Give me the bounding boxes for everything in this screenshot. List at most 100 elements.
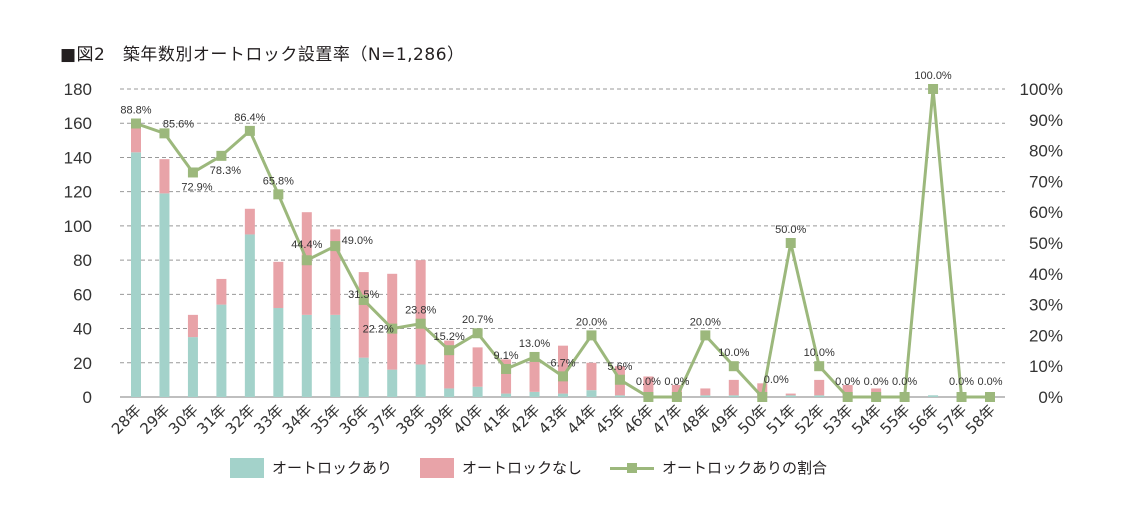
bar-with-lock	[501, 393, 512, 397]
x-tick-label: 46年	[620, 401, 657, 438]
legend-swatch-without-lock	[420, 457, 455, 478]
legend-label-ratio: オートロックありの割合	[662, 459, 828, 477]
ratio-data-label: 0.0%	[835, 376, 860, 388]
ratio-marker	[529, 351, 540, 362]
ratio-data-label: 31.5%	[348, 289, 379, 301]
ratio-marker	[586, 330, 597, 341]
bar-without-lock	[358, 272, 369, 358]
x-tick-label: 49年	[706, 401, 743, 438]
ratio-marker	[614, 374, 625, 385]
bar-without-lock	[558, 345, 568, 394]
ratio-data-label: 20.0%	[576, 316, 607, 328]
ratio-data-label: 49.0%	[342, 235, 373, 247]
ratio-data-label: 100.0%	[914, 70, 952, 82]
ratio-data-label: 86.4%	[234, 112, 265, 124]
y-right-tick-label: 40%	[1029, 265, 1063, 284]
x-tick-label: 56年	[905, 401, 942, 438]
bar-without-lock	[501, 359, 512, 394]
ratio-marker	[558, 371, 568, 382]
y-left-tick-label: 160	[64, 114, 92, 133]
ratio-marker	[728, 361, 739, 372]
y-left-tick-label: 180	[64, 80, 92, 99]
bar-with-lock	[785, 395, 796, 397]
ratio-data-label: 50.0%	[775, 224, 806, 236]
ratio-marker	[700, 330, 711, 341]
ratio-marker	[785, 238, 796, 248]
ratio-marker	[387, 323, 398, 334]
ratio-data-label: 20.0%	[690, 316, 721, 328]
bar-without-lock	[444, 340, 455, 389]
bar-without-lock	[814, 379, 825, 396]
x-tick-label: 37年	[364, 401, 401, 438]
ratio-marker	[159, 128, 170, 139]
bar-with-lock	[216, 304, 227, 397]
legend-swatch-ratio	[610, 458, 655, 478]
x-tick-label: 55年	[877, 401, 914, 438]
ratio-data-label: 10.0%	[804, 347, 835, 359]
bar-with-lock	[728, 395, 739, 397]
legend-swatch-with-lock	[230, 457, 264, 478]
x-tick-label: 30年	[165, 401, 202, 438]
bar-without-lock	[415, 260, 426, 365]
ratio-marker	[842, 392, 853, 402]
bar-with-lock	[415, 364, 426, 397]
x-tick-label: 39年	[421, 401, 458, 438]
ratio-data-label: 72.9%	[181, 181, 212, 193]
ratio-data-label: 9.1%	[494, 350, 519, 362]
bar-without-lock	[273, 261, 284, 309]
ratio-marker	[501, 363, 512, 374]
ratio-data-label: 5.6%	[607, 361, 632, 373]
ratio-marker	[899, 392, 910, 402]
ratio-data-label: 22.2%	[363, 324, 394, 336]
ratio-marker	[131, 118, 141, 129]
y-right-tick-label: 70%	[1029, 172, 1063, 191]
ratio-data-label: 44.4%	[291, 239, 322, 251]
bar-without-lock	[159, 159, 170, 194]
y-right-tick-label: 50%	[1029, 234, 1063, 253]
x-tick-label: 32年	[222, 401, 259, 438]
ratio-marker	[187, 167, 198, 178]
y-left-tick-label: 0	[83, 388, 92, 407]
ratio-marker	[985, 392, 995, 402]
bar-without-lock	[671, 385, 682, 397]
ratio-data-label: 23.8%	[405, 305, 436, 317]
bar-without-lock	[586, 362, 597, 391]
x-tick-label: 44年	[563, 401, 600, 438]
x-tick-label: 58年	[962, 401, 999, 438]
bar-with-lock	[131, 152, 141, 397]
y-left-tick-label: 80	[73, 251, 92, 270]
y-right-tick-label: 0%	[1038, 388, 1063, 407]
legend-item-ratio: オートロックありの割合	[610, 457, 827, 478]
bar-with-lock	[529, 391, 540, 397]
x-tick-label: 51年	[763, 401, 800, 438]
ratio-data-label: 13.0%	[519, 338, 550, 350]
x-tick-label: 48年	[677, 401, 714, 438]
legend-label-without-lock: オートロックなし	[462, 459, 583, 477]
bar-without-lock	[785, 393, 796, 396]
x-tick-label: 43年	[535, 401, 572, 438]
y-right-tick-label: 60%	[1029, 203, 1063, 222]
ratio-marker	[244, 125, 255, 136]
ratio-marker	[871, 392, 882, 402]
bar-without-lock	[529, 357, 540, 392]
bar-with-lock	[187, 337, 198, 397]
y-left-tick-label: 120	[64, 183, 92, 202]
bar-without-lock	[216, 278, 227, 305]
ratio-marker	[757, 392, 768, 402]
y-right-tick-label: 100%	[1020, 80, 1063, 99]
ratio-marker	[643, 392, 654, 402]
x-tick-label: 28年	[108, 401, 145, 438]
x-tick-label: 45年	[592, 401, 629, 438]
x-tick-label: 52年	[791, 401, 828, 438]
ratio-marker	[301, 255, 312, 266]
y-right-tick-label: 80%	[1029, 142, 1063, 161]
ratio-data-label: 20.7%	[462, 314, 493, 326]
x-tick-label: 54年	[848, 401, 885, 438]
ratio-data-label: 85.6%	[163, 118, 194, 130]
y-left-tick-label: 100	[64, 217, 92, 236]
ratio-marker	[472, 328, 483, 339]
ratio-data-label: 88.8%	[120, 104, 151, 116]
ratio-data-label: 0.0%	[977, 376, 1002, 388]
y-left-tick-label: 40	[73, 320, 92, 339]
x-tick-label: 35年	[307, 401, 344, 438]
